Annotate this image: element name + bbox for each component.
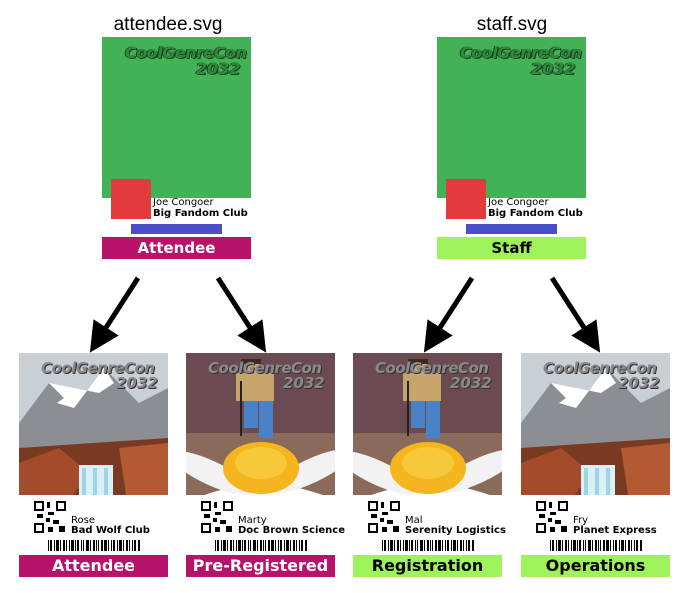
badge-role-label: Operations	[521, 555, 670, 577]
badge-name: Rose	[71, 515, 95, 526]
arrow-staff-to-fry	[549, 276, 601, 353]
badge-logo-year: 2032	[450, 374, 492, 392]
badge-logo-year: 2032	[283, 374, 325, 392]
badge-logo-title: CoolGenreCon	[41, 359, 155, 377]
badge-org: Serenity Logistics	[405, 525, 506, 536]
template-filename: attendee.svg	[113, 14, 223, 35]
arrow-attendee-to-rose	[89, 276, 141, 353]
barcode-icon	[48, 540, 140, 551]
qr-code-icon	[200, 500, 234, 534]
barcode-icon	[382, 540, 474, 551]
template-photo-placeholder	[446, 179, 486, 219]
template-barcode-placeholder	[466, 224, 557, 234]
barcode-icon	[550, 540, 642, 551]
template-role-label: Attendee	[102, 237, 251, 259]
badge-logo-title: CoolGenreCon	[208, 359, 322, 377]
template-filename: staff.svg	[476, 14, 548, 35]
badge-name: Fry	[573, 515, 589, 526]
arrow-attendee-to-marty	[215, 276, 267, 353]
template-name: Joe Congoer	[488, 197, 549, 208]
qr-code-icon	[33, 500, 67, 534]
template-org: Big Fandom Club	[488, 208, 583, 219]
template-photo-placeholder	[111, 179, 151, 219]
template-name: Joe Congoer	[153, 197, 214, 208]
template-logo-year: 2032	[196, 59, 241, 78]
template-role-label: Staff	[437, 237, 586, 259]
badge-name: Marty	[238, 515, 267, 526]
badge-name: Mal	[405, 515, 423, 526]
badge-logo-title: CoolGenreCon	[375, 359, 489, 377]
template-logo-title: CoolGenreCon	[460, 43, 582, 62]
qr-code-icon	[367, 500, 401, 534]
badge-logo-title: CoolGenreCon	[543, 359, 657, 377]
template-barcode-placeholder	[131, 224, 222, 234]
arrow-staff-to-mal	[423, 276, 475, 353]
badge-role-label: Attendee	[19, 555, 168, 577]
badge-logo-year: 2032	[618, 374, 660, 392]
badge-org: Bad Wolf Club	[71, 525, 150, 536]
template-logo-year: 2032	[531, 59, 576, 78]
badge-logo-year: 2032	[116, 374, 158, 392]
badge-org: Planet Express	[573, 525, 657, 536]
template-background	[102, 37, 251, 198]
template-background	[437, 37, 586, 198]
barcode-icon	[215, 540, 307, 551]
template-logo-title: CoolGenreCon	[125, 43, 247, 62]
badge-role-label: Pre-Registered	[186, 555, 335, 577]
badge-org: Doc Brown Science	[238, 525, 346, 536]
qr-code-icon	[535, 500, 569, 534]
template-org: Big Fandom Club	[153, 208, 248, 219]
badge-role-label: Registration	[353, 555, 502, 577]
